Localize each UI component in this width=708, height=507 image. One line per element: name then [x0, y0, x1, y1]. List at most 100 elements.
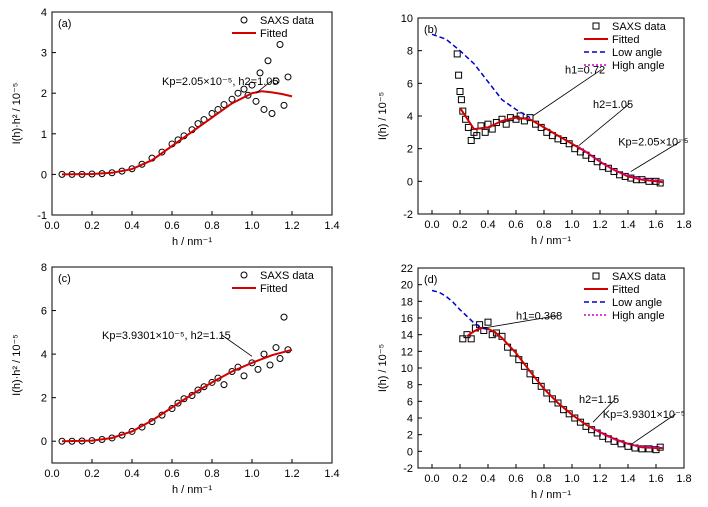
data-point — [276, 354, 284, 362]
legend-entry: SAXS data — [612, 21, 667, 33]
panel-label: (d) — [424, 274, 437, 286]
data-point — [526, 114, 534, 122]
x-axis-label: h / nm⁻¹ — [172, 236, 212, 248]
y-tick-label: 0 — [407, 176, 413, 188]
x-tick-label: 0.6 — [508, 219, 523, 231]
data-point — [459, 107, 467, 115]
data-point — [272, 77, 280, 85]
legend-swatch — [592, 272, 600, 280]
x-tick-label: 1.2 — [284, 468, 299, 480]
data-point — [502, 120, 510, 128]
y-axis-label: I(h) / 10⁻⁵ — [377, 92, 389, 140]
y-tick-label: 1 — [41, 129, 47, 141]
y-tick-label: 10 — [401, 363, 413, 375]
y-tick-label: 14 — [401, 330, 413, 342]
x-tick-label: 0.2 — [452, 219, 467, 231]
legend-entry: High angle — [612, 60, 665, 72]
data-point — [457, 96, 465, 104]
annotation-arrow — [532, 69, 602, 117]
panel-label: (c) — [58, 273, 71, 285]
data-point — [280, 313, 288, 321]
x-tick-label: 0.4 — [480, 473, 495, 485]
data-point — [260, 350, 268, 358]
data-point — [220, 101, 228, 109]
y-tick-label: 6 — [41, 306, 47, 318]
y-tick-label: 12 — [401, 346, 413, 358]
annotation-arrow — [630, 413, 676, 445]
x-tick-label: 0.0 — [424, 473, 439, 485]
x-axis-label: h / nm⁻¹ — [531, 235, 571, 247]
data-point — [268, 110, 276, 117]
x-tick-label: 0.8 — [204, 220, 219, 232]
y-tick-label: -1 — [37, 210, 47, 222]
x-tick-label: 1.4 — [620, 473, 635, 485]
y-tick-label: 4 — [41, 7, 47, 19]
annotation-text: h1=0.72 — [565, 65, 605, 77]
plot-frame — [51, 266, 333, 464]
data-point — [174, 399, 182, 407]
x-tick-label: 0.6 — [164, 220, 179, 232]
annotation-text: Kp=3.9301×10⁻⁵ — [603, 409, 686, 421]
y-tick-label: 2 — [407, 430, 413, 442]
annotation-arrow — [592, 398, 616, 423]
panel-3: 0.0 0.2 0.4 0.6 0.8 1.0 1.2 1.4 0 2 4 6 8 h / nm⁻¹ I(h… — [11, 262, 340, 496]
data-point — [467, 137, 475, 144]
data-point — [264, 57, 272, 65]
x-tick-label: 1.4 — [324, 468, 339, 480]
y-tick-label: 6 — [407, 78, 413, 90]
y-tick-label: -2 — [403, 463, 413, 475]
y-axis-label: I(h) / 10⁻⁵ — [377, 344, 389, 392]
plot-area — [58, 313, 293, 445]
data-point — [464, 123, 472, 131]
plot-area — [431, 33, 664, 187]
x-tick-label: 1.2 — [284, 220, 299, 232]
data-point — [220, 381, 228, 389]
data-point — [248, 359, 256, 367]
series-line-low-angle — [431, 289, 489, 331]
series-line-high-angle — [578, 146, 664, 182]
legend-entry: Fitted — [612, 34, 640, 46]
legend-entry: Low angle — [612, 297, 662, 309]
y-tick-label: 22 — [401, 263, 413, 275]
legend-entry: Fitted — [260, 28, 288, 40]
plot-frame — [51, 11, 333, 216]
x-axis-label: h / nm⁻¹ — [172, 484, 212, 496]
x-tick-label: 0.6 — [508, 473, 523, 485]
x-axis-label: h / nm⁻¹ — [531, 489, 571, 501]
data-point — [554, 399, 562, 407]
y-tick-label: 4 — [407, 413, 413, 425]
annotation-text: h2=1.05 — [593, 99, 633, 111]
x-tick-label: 0.8 — [536, 473, 551, 485]
annotation-arrow — [221, 334, 253, 357]
x-tick-label: 0.6 — [164, 468, 179, 480]
x-tick-label: 0.2 — [84, 468, 99, 480]
annotation-text: Kp=2.05×10⁻⁵, h2=1.05 — [162, 76, 279, 88]
legend-entry: Low angle — [612, 47, 662, 59]
y-tick-label: 8 — [407, 46, 413, 58]
x-tick-label: 1.2 — [592, 473, 607, 485]
plot-area — [431, 289, 664, 454]
data-point — [453, 50, 461, 58]
x-tick-label: 1.6 — [648, 219, 663, 231]
legend-swatch — [240, 271, 248, 279]
data-point — [473, 132, 481, 140]
y-tick-label: 0 — [41, 436, 47, 448]
legend-entry: Fitted — [260, 283, 288, 295]
annotation-text: Kp=3.9301×10⁻⁵, h2=1.15 — [102, 330, 231, 342]
annotation-text: h1=0.368 — [516, 311, 562, 323]
data-point — [260, 105, 268, 113]
x-tick-label: 0.4 — [124, 468, 139, 480]
annotation-arrow — [255, 80, 272, 94]
x-tick-label: 1.6 — [648, 473, 663, 485]
data-point — [254, 365, 262, 373]
plot-area — [58, 40, 293, 178]
data-point — [455, 71, 463, 79]
data-point — [467, 335, 475, 343]
x-tick-label: 1.0 — [244, 220, 259, 232]
panel-1: 0.0 0.2 0.4 0.6 0.8 1.0 1.2 1.4 -1 0 1 2 3 4 h / nm⁻¹ I… — [11, 7, 340, 248]
series-line-fitted — [61, 90, 293, 176]
annotation-text: Kp=2.05×10⁻⁵ — [618, 136, 688, 148]
x-tick-label: 0.0 — [44, 220, 59, 232]
y-axis-label: I(h)·h² / 10⁻⁵ — [11, 334, 23, 396]
data-point — [543, 389, 551, 397]
